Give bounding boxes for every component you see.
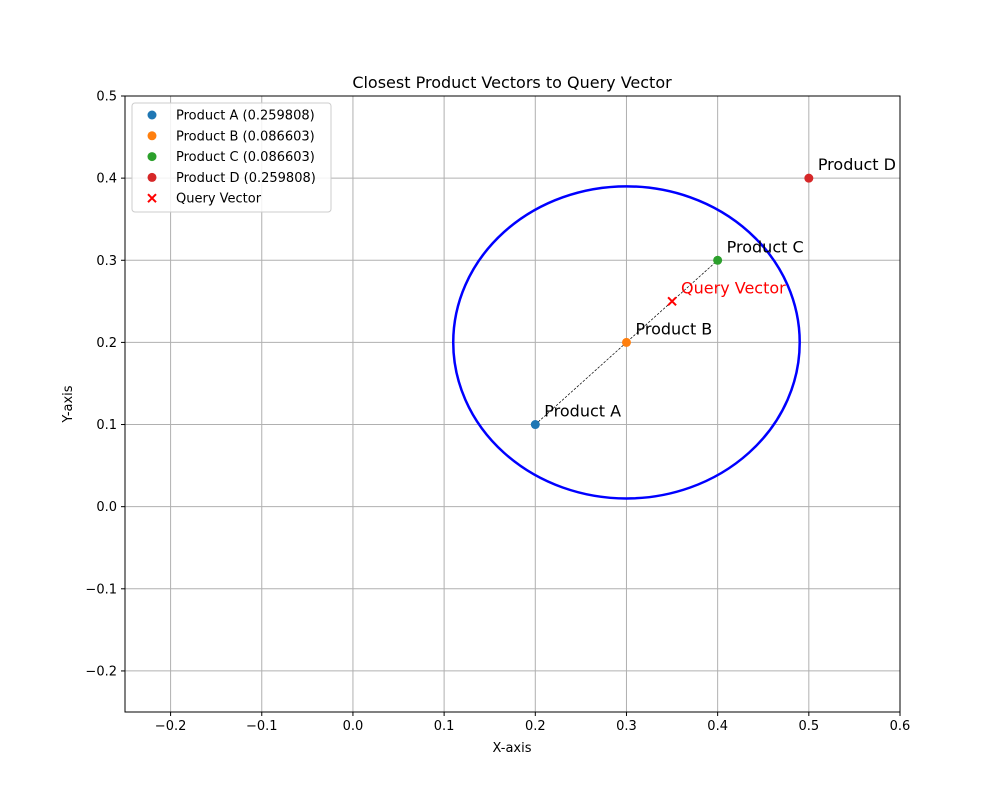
connector-line — [535, 260, 718, 425]
point-label: Query Vector — [681, 278, 786, 297]
x-tick-label: 0.3 — [616, 719, 637, 734]
chart-title: Closest Product Vectors to Query Vector — [352, 73, 672, 92]
x-tick-label: −0.2 — [155, 719, 187, 734]
data-point-product-c — [713, 255, 723, 265]
y-tick-label: −0.1 — [85, 582, 117, 597]
point-label: Product B — [635, 319, 712, 338]
y-tick-label: 0.4 — [96, 172, 117, 187]
y-tick-label: 0.0 — [96, 500, 117, 515]
legend-marker — [147, 172, 157, 182]
legend-entry-label: Product D (0.259808) — [176, 171, 316, 186]
y-tick-label: 0.5 — [96, 90, 117, 105]
x-tick-label: 0.6 — [890, 719, 911, 734]
x-tick-label: 0.4 — [707, 719, 728, 734]
plot-frame — [124, 95, 901, 713]
data-point-product-a — [530, 420, 540, 430]
y-tick-label: −0.2 — [85, 664, 117, 679]
x-tick-label: −0.1 — [246, 719, 278, 734]
y-tick-label: 0.1 — [96, 418, 117, 433]
axis-ticks: −0.2 −0.1 0.0 0.1 0.2 0.3 0.4 0.5 0.6 −0.2 −0.1 0.0… — [85, 90, 910, 735]
legend-entry-label: Product C (0.086603) — [176, 150, 315, 165]
legend-marker — [147, 152, 157, 162]
data-point-product-d — [804, 173, 814, 183]
legend-box — [131, 102, 332, 213]
legend-marker — [147, 110, 157, 120]
legend-entry-label: Query Vector — [176, 192, 262, 207]
point-label: Product D — [818, 155, 896, 174]
query-vector-marker — [667, 296, 677, 307]
y-tick-label: 0.3 — [96, 254, 117, 269]
y-tick-label: 0.2 — [96, 336, 117, 351]
x-tick-label: 0.0 — [343, 719, 364, 734]
legend-marker-x — [147, 193, 157, 203]
legend: Product A (0.259808) Product B (0.086603)… — [131, 102, 332, 213]
data-point-product-b — [621, 337, 631, 347]
x-axis-label: X-axis — [493, 741, 532, 756]
y-axis-label: Y-axis — [61, 385, 76, 423]
x-tick-label: 0.2 — [525, 719, 546, 734]
radius-circle — [451, 185, 801, 500]
point-labels: Product A Product B Product C Product D Quer… — [544, 155, 896, 420]
legend-entry-label: Product B (0.086603) — [176, 129, 315, 144]
plot-data — [451, 173, 814, 500]
legend-marker — [147, 131, 157, 141]
legend-entry-label: Product A (0.259808) — [176, 109, 315, 124]
x-tick-label: 0.1 — [434, 719, 455, 734]
point-label: Product C — [727, 237, 804, 256]
x-tick-label: 0.5 — [798, 719, 819, 734]
point-label: Product A — [544, 402, 621, 421]
